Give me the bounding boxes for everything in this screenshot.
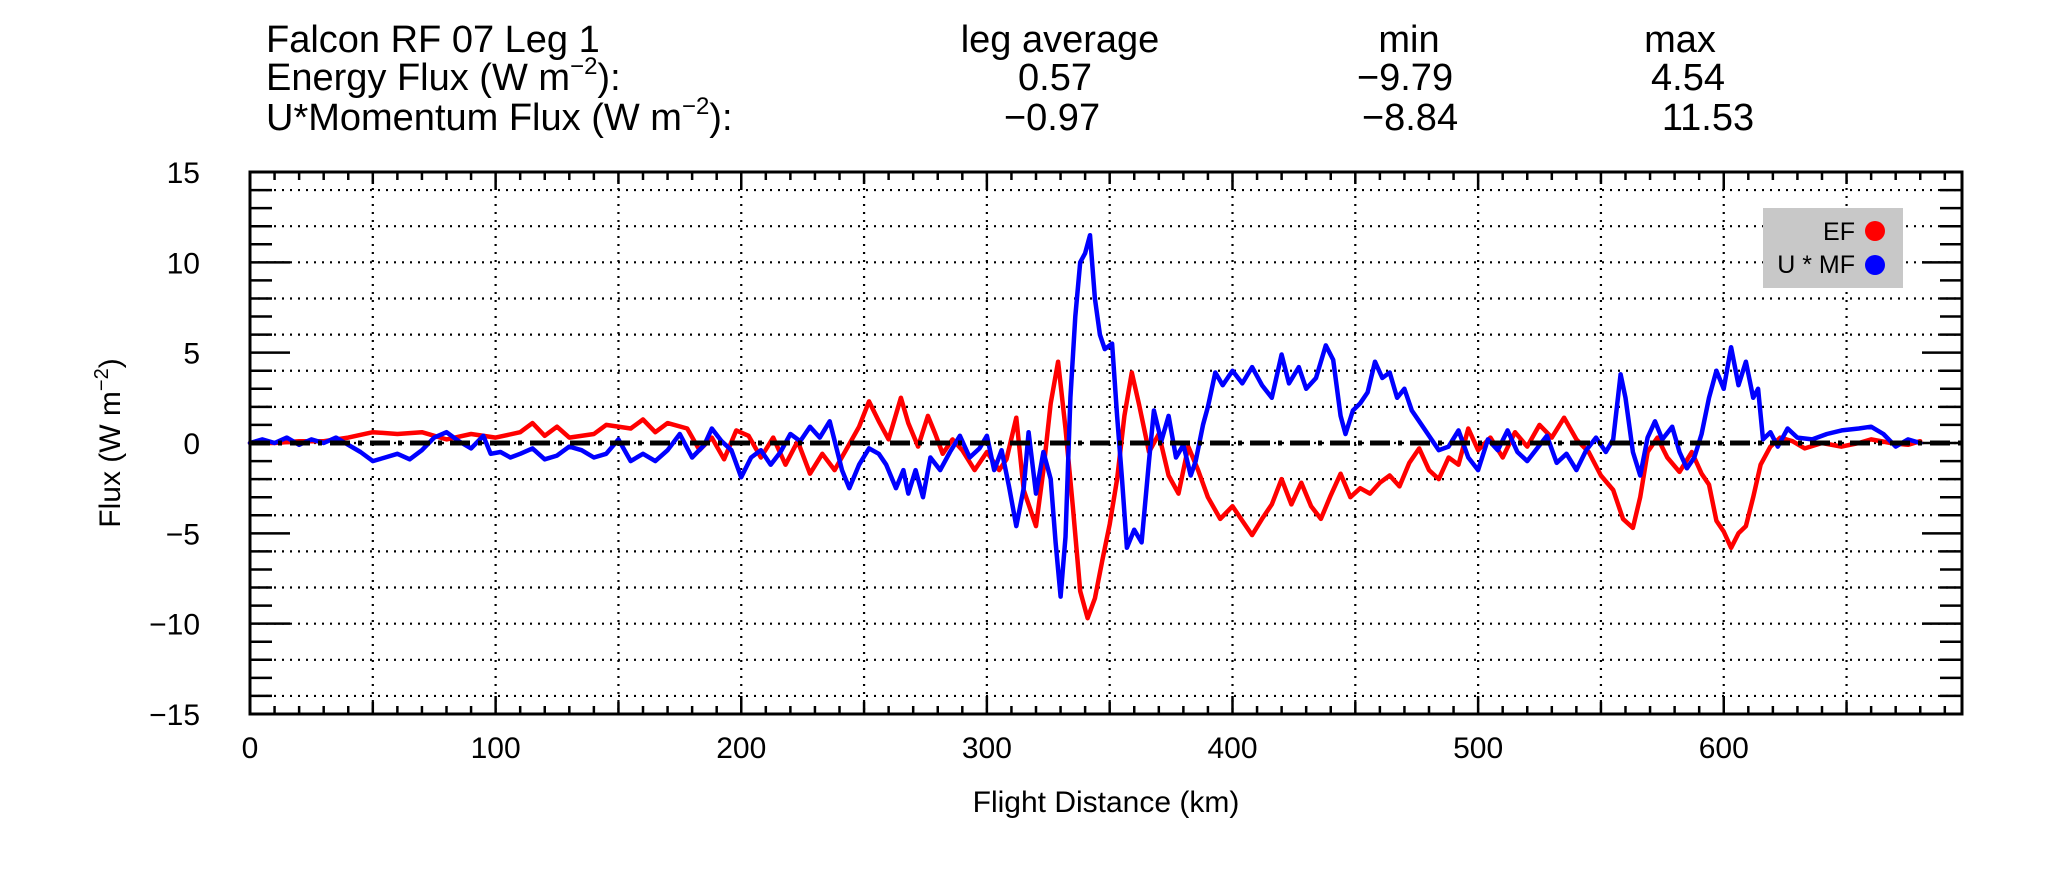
row-energy-flux-label-main: Energy Flux (W m [266, 57, 570, 99]
y-tick-label: −10 [149, 609, 200, 642]
y-axis-title-sup: −2 [91, 368, 113, 391]
row-momentum-flux-label-main: U*Momentum Flux (W m [266, 97, 682, 139]
series-ef-line [247, 359, 1923, 621]
y-axis-title-main: Flux (W m [94, 391, 127, 528]
x-tick-label: 0 [242, 732, 259, 765]
y-axis-title-tail: ) [94, 358, 127, 368]
row-energy-flux-min: −9.79 [1357, 57, 1453, 99]
x-tick-label: 300 [962, 732, 1012, 765]
chart-title: Falcon RF 07 Leg 1 [266, 19, 600, 61]
y-tick-label: −5 [166, 518, 200, 551]
col-header-max: max [1644, 19, 1716, 61]
col-header-min: min [1378, 19, 1439, 61]
legend: EF U * MF [1763, 208, 1903, 288]
chart-header: Falcon RF 07 Leg 1 leg average min max E… [266, 19, 1754, 139]
legend-label-umf: U * MF [1777, 251, 1855, 279]
row-momentum-flux-avg: −0.97 [1004, 97, 1100, 139]
row-energy-flux-max: 4.54 [1651, 57, 1725, 99]
row-energy-flux-label-tail: ): [597, 57, 620, 99]
row-energy-flux-label: Energy Flux (W m−2): [266, 53, 621, 99]
x-tick-label: 200 [716, 732, 766, 765]
col-header-average: leg average [961, 19, 1160, 61]
row-momentum-flux-min: −8.84 [1362, 97, 1458, 139]
legend-label-ef: EF [1823, 218, 1855, 246]
y-tick-label: 10 [167, 247, 200, 280]
y-tick-label: 5 [183, 338, 200, 371]
row-momentum-flux-label-tail: ): [709, 97, 732, 139]
x-axis-title: Flight Distance (km) [973, 786, 1240, 819]
x-tick-label: 500 [1453, 732, 1503, 765]
x-tick-label: 400 [1207, 732, 1257, 765]
series-lines [247, 232, 1923, 621]
x-tick-label: 600 [1699, 732, 1749, 765]
row-energy-flux-label-sup: −2 [570, 53, 597, 80]
y-tick-label: 15 [167, 157, 200, 190]
y-axis-title: Flux (W m−2) [91, 358, 127, 527]
x-tick-label: 100 [471, 732, 521, 765]
row-momentum-flux-max: 11.53 [1662, 97, 1754, 139]
row-momentum-flux-label: U*Momentum Flux (W m−2): [266, 93, 733, 139]
legend-marker-umf [1865, 255, 1885, 275]
row-energy-flux-avg: 0.57 [1018, 57, 1092, 99]
legend-marker-ef [1865, 221, 1885, 241]
plot-frame [248, 170, 1964, 716]
y-tick-label: −15 [149, 699, 200, 732]
y-tick-label: 0 [183, 428, 200, 461]
tick-labels: 0 100 200 300 400 500 600 −15 −10 −5 0 5 10 15 [149, 157, 1749, 765]
legend-box [1763, 208, 1903, 288]
series-umf-line [247, 232, 1923, 599]
row-momentum-flux-label-sup: −2 [682, 93, 709, 120]
